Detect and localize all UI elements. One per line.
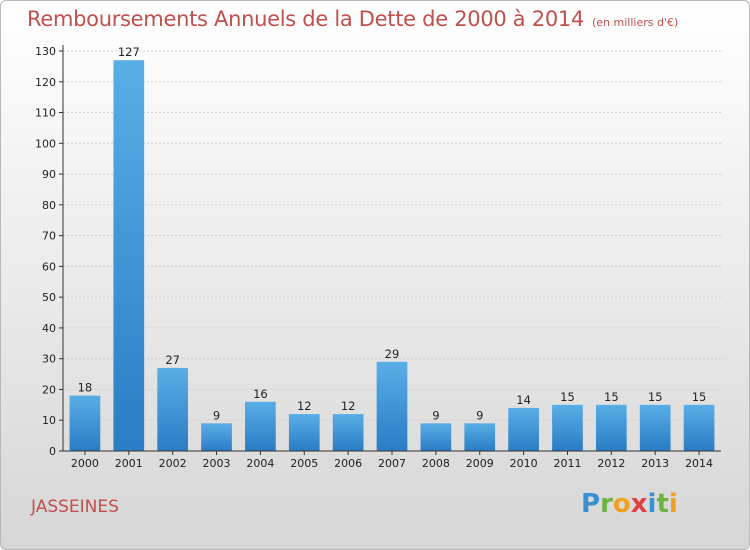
- y-tick-label: 110: [35, 107, 56, 120]
- bar: [683, 404, 715, 451]
- bar: [464, 423, 496, 451]
- bar: [595, 404, 627, 451]
- y-tick-label: 90: [42, 168, 56, 181]
- x-tick-label: 2014: [685, 457, 713, 470]
- bar-value-label: 15: [560, 390, 575, 404]
- x-tick-label: 2006: [334, 457, 362, 470]
- bar-value-label: 14: [516, 393, 531, 407]
- chart-title: Remboursements Annuels de la Dette de 20…: [27, 7, 678, 31]
- y-tick-label: 10: [42, 414, 56, 427]
- x-tick-label: 2001: [115, 457, 143, 470]
- bar-value-label: 15: [648, 390, 663, 404]
- bar-value-label: 127: [118, 45, 140, 59]
- bar-value-label: 18: [78, 381, 93, 395]
- bar: [508, 407, 539, 451]
- bar: [288, 414, 320, 451]
- y-tick-label: 120: [35, 76, 56, 89]
- commune-name: JASSEINES: [31, 497, 119, 517]
- logo-letter: P: [581, 489, 601, 519]
- bar-value-label: 9: [432, 408, 439, 422]
- y-tick-label: 70: [42, 230, 56, 243]
- bar: [245, 401, 276, 451]
- bar: [113, 60, 145, 451]
- labels: 18 127 27 9 16 12 12 29 9 9 14 15 15 15 15: [78, 45, 707, 422]
- bar-value-label: 9: [476, 408, 483, 422]
- bar-value-label: 29: [385, 347, 400, 361]
- y-tick-label: 100: [35, 137, 56, 150]
- x-tick-label: 2011: [553, 457, 581, 470]
- proxiti-logo: Proxiti: [581, 489, 678, 519]
- bar-value-label: 12: [297, 399, 312, 413]
- bar: [376, 361, 408, 451]
- y-tick-label: 0: [49, 445, 56, 458]
- x-tick-label: 2002: [159, 457, 187, 470]
- bar: [332, 414, 364, 451]
- x-tick-label: 2005: [290, 457, 318, 470]
- bar: [157, 367, 189, 451]
- x-tick-label: 2000: [71, 457, 99, 470]
- chart-title-text: Remboursements Annuels de la Dette de 20…: [27, 7, 584, 31]
- logo-letter: i: [668, 489, 678, 519]
- x-tick-label: 2009: [466, 457, 494, 470]
- y-tick-label: 40: [42, 322, 56, 335]
- y-tick-label: 130: [35, 45, 56, 58]
- logo-letter: t: [656, 489, 669, 519]
- y-tick-label: 30: [42, 353, 56, 366]
- bars: [69, 60, 715, 451]
- x-tick-label: 2012: [597, 457, 625, 470]
- y-tick-label: 50: [42, 291, 56, 304]
- x-tick-label: 2007: [378, 457, 406, 470]
- x-tick-label: 2010: [510, 457, 538, 470]
- bar: [552, 404, 583, 451]
- bar-value-label: 27: [165, 353, 180, 367]
- bar-value-label: 15: [692, 390, 707, 404]
- bar-value-label: 12: [341, 399, 356, 413]
- bar: [201, 423, 232, 451]
- y-tick-label: 80: [42, 199, 56, 212]
- logo-letter: i: [647, 489, 657, 519]
- bar: [69, 395, 101, 451]
- y-tick-label: 20: [42, 383, 56, 396]
- chart-unit: (en milliers d'€): [592, 16, 679, 29]
- x-tick-label: 2008: [422, 457, 450, 470]
- logo-letter: o: [612, 489, 631, 519]
- logo-letter: x: [630, 489, 648, 519]
- bar: [639, 404, 671, 451]
- bar-value-label: 16: [253, 387, 268, 401]
- axes: 0 10 20 30 40 50 60 70 80 90 100 110 120 130 2000 2001 2…: [35, 45, 721, 470]
- bar-value-label: 15: [604, 390, 619, 404]
- x-tick-label: 2004: [246, 457, 274, 470]
- x-tick-label: 2013: [641, 457, 669, 470]
- y-tick-label: 60: [42, 260, 56, 273]
- bar: [420, 423, 452, 451]
- bar-value-label: 9: [213, 408, 220, 422]
- logo-letter: r: [600, 489, 613, 519]
- x-tick-label: 2003: [203, 457, 231, 470]
